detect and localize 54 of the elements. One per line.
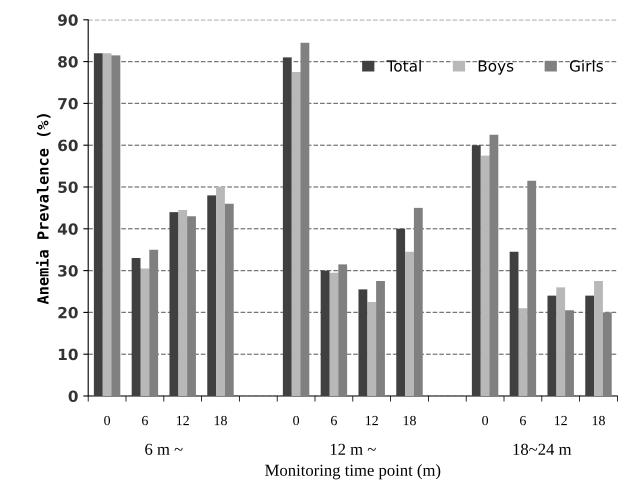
bar xyxy=(367,302,376,396)
y-axis-title: Anemia Prevalence (%) xyxy=(36,114,50,304)
bar xyxy=(480,156,490,396)
bar xyxy=(594,281,603,396)
bar xyxy=(358,289,368,396)
bar xyxy=(282,57,292,396)
bar xyxy=(405,252,414,396)
x-tick-label: 6 xyxy=(142,416,148,426)
x-tick-label: 6 xyxy=(331,416,337,426)
y-tick-label: 0 xyxy=(68,390,78,402)
bar xyxy=(207,195,216,396)
y-tick-label: 90 xyxy=(58,14,78,26)
bar xyxy=(102,53,112,396)
x-tick-label: 0 xyxy=(293,416,300,426)
y-tick-label: 20 xyxy=(58,306,78,318)
x-tick-label: 0 xyxy=(482,416,488,426)
bar xyxy=(292,72,301,396)
bar xyxy=(94,53,103,396)
x-axis-title: Monitoring time point (m) xyxy=(265,464,440,480)
bar xyxy=(585,296,594,396)
legend-label: Boys xyxy=(478,60,514,75)
y-tick-label: 50 xyxy=(58,181,78,194)
bar xyxy=(472,145,481,396)
bar xyxy=(216,187,225,396)
y-tick-label: 40 xyxy=(58,223,78,235)
y-tick-label: 60 xyxy=(58,140,78,152)
bar xyxy=(329,272,338,396)
bar xyxy=(320,270,330,396)
x-tick-label: 6 xyxy=(520,416,526,426)
legend-label: Girls xyxy=(570,60,603,72)
text: 12 m ~ xyxy=(330,444,376,455)
x-tick-label: 18 xyxy=(404,416,416,426)
x-tick-label: 18 xyxy=(592,416,605,426)
x-tick-label: 0 xyxy=(104,416,110,426)
y-tick-label: 80 xyxy=(58,56,78,68)
text: 18~24 m xyxy=(514,444,572,455)
x-tick-label: 12 xyxy=(366,416,378,426)
y-tick-label: 70 xyxy=(58,98,78,110)
bar xyxy=(510,252,518,396)
y-tick-label: 10 xyxy=(58,348,78,360)
bar xyxy=(169,212,178,396)
x-tick-label: 12 xyxy=(176,416,189,426)
bar xyxy=(140,268,150,396)
bar xyxy=(547,296,556,396)
x-tick-label: 12 xyxy=(554,416,567,426)
bar xyxy=(132,258,140,396)
text: 6 m ~ xyxy=(145,444,183,455)
legend-label: Total xyxy=(386,60,421,72)
x-tick-label: 18 xyxy=(214,416,227,426)
bar xyxy=(178,210,188,396)
bar xyxy=(556,287,566,396)
bar xyxy=(396,228,406,396)
y-tick-label: 30 xyxy=(58,265,78,277)
bar xyxy=(518,308,528,396)
